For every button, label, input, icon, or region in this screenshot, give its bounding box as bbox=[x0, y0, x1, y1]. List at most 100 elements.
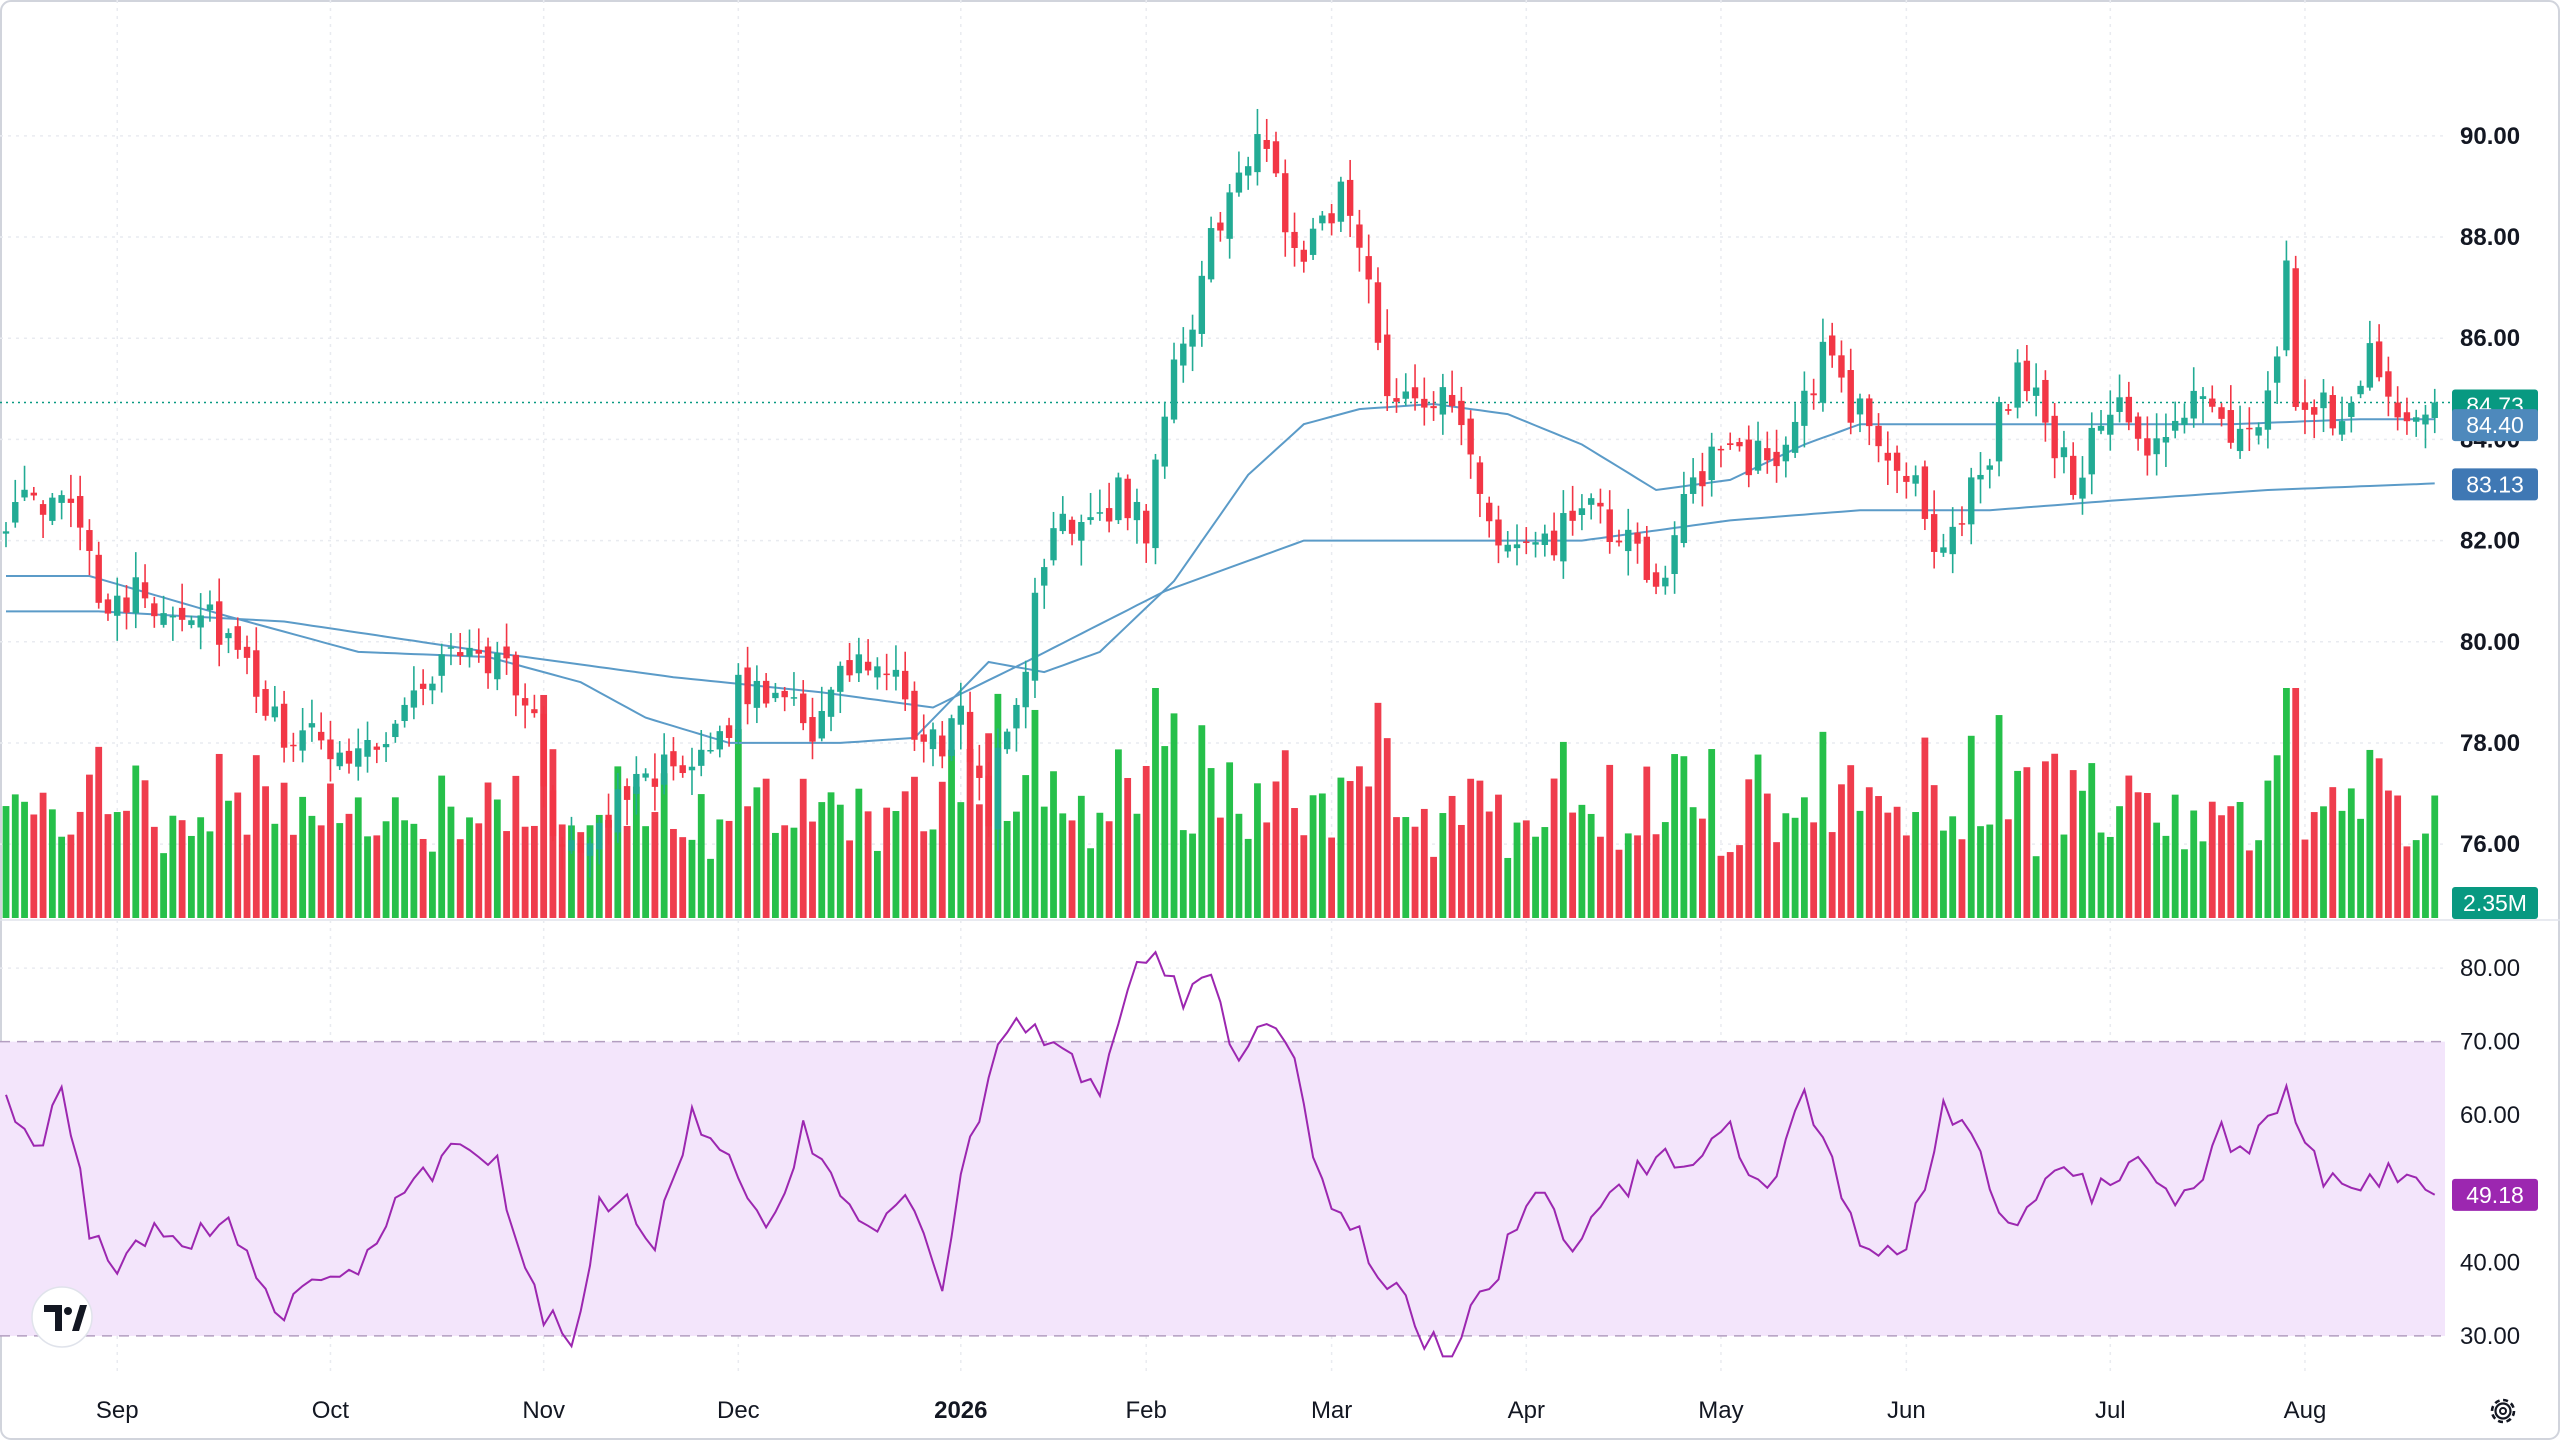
logo-mark-t bbox=[44, 1305, 62, 1331]
tradingview-logo[interactable] bbox=[31, 1286, 93, 1348]
candle-body bbox=[280, 703, 288, 748]
volume-bar bbox=[2199, 841, 2207, 918]
candle-body bbox=[1949, 526, 1956, 555]
candle-body bbox=[1671, 535, 1678, 575]
volume-bar bbox=[1124, 777, 1132, 918]
ma-long-tag-text: 83.13 bbox=[2466, 471, 2524, 497]
settings-gear-icon[interactable] bbox=[2490, 1398, 2516, 1424]
volume-bar bbox=[1142, 765, 1150, 918]
volume-bar bbox=[2375, 758, 2383, 918]
volume-bar bbox=[688, 839, 696, 918]
candle-body bbox=[1022, 671, 1029, 708]
volume-bar bbox=[1819, 731, 1827, 918]
volume-bar bbox=[1189, 833, 1196, 918]
volume-bar bbox=[401, 820, 409, 918]
candle-body bbox=[1087, 517, 1094, 521]
volume-bar bbox=[2181, 849, 2188, 918]
volume-bar bbox=[206, 831, 214, 918]
volume-bar bbox=[1013, 811, 1020, 918]
candle-body bbox=[1597, 502, 1604, 507]
volume-bar bbox=[873, 850, 881, 918]
volume-bar bbox=[1254, 783, 1261, 918]
volume-bar bbox=[605, 819, 612, 918]
candle-body bbox=[2311, 407, 2318, 415]
candle-body bbox=[104, 599, 112, 614]
ma-long-tag-bg bbox=[2452, 468, 2538, 501]
volume-bar bbox=[1411, 826, 1419, 918]
volume-bar bbox=[809, 821, 816, 918]
candle-body bbox=[577, 843, 584, 853]
candle-body bbox=[2171, 420, 2179, 431]
price-tick-label: 90.00 bbox=[2460, 123, 2520, 150]
candle-body bbox=[317, 731, 325, 741]
volume-bar bbox=[966, 748, 974, 918]
volume-bar bbox=[132, 765, 140, 918]
volume-bar bbox=[568, 825, 575, 918]
volume-bar bbox=[86, 774, 93, 918]
candle-body bbox=[1393, 398, 1400, 402]
candle-body bbox=[178, 607, 186, 620]
candle-body bbox=[1810, 393, 1817, 396]
volume-bar bbox=[938, 781, 946, 918]
volume-bar bbox=[2347, 788, 2355, 918]
volume-bar bbox=[1828, 832, 1836, 918]
volume-bar bbox=[577, 832, 585, 918]
candle-body bbox=[586, 843, 594, 856]
volume-bar bbox=[2079, 790, 2086, 918]
candle-body bbox=[892, 669, 900, 677]
volume-bar bbox=[1717, 855, 1725, 918]
volume-bar bbox=[1782, 813, 1790, 918]
volume-bar bbox=[753, 787, 761, 918]
candle-body bbox=[1504, 544, 1511, 552]
rsi-band bbox=[0, 1041, 2445, 1336]
volume-bar bbox=[419, 838, 427, 918]
volume-bar bbox=[1967, 735, 1975, 918]
candle-body bbox=[95, 554, 102, 603]
volume-bar bbox=[1476, 780, 1484, 918]
time-tick-label: Dec bbox=[717, 1397, 760, 1424]
candle-body bbox=[939, 735, 946, 757]
volume-bar bbox=[493, 799, 501, 918]
candle-body bbox=[2, 531, 10, 534]
volume-bar bbox=[1624, 833, 1632, 918]
volume-bar bbox=[113, 812, 121, 918]
candle-body bbox=[1180, 343, 1187, 366]
volume-bar bbox=[141, 780, 149, 918]
candle-body bbox=[1068, 519, 1076, 534]
candle-body bbox=[698, 749, 705, 766]
volume-bar bbox=[2273, 755, 2281, 918]
candle-body bbox=[2246, 427, 2253, 430]
candle-body bbox=[1801, 390, 1808, 426]
candle-body bbox=[392, 723, 399, 738]
rsi-tick-label: 40.00 bbox=[2460, 1249, 2520, 1276]
volume-bar bbox=[280, 782, 288, 918]
volume-bar bbox=[1105, 821, 1113, 918]
volume-bar bbox=[410, 823, 418, 918]
rsi-line-layer bbox=[5, 950, 2436, 1358]
candle-body bbox=[2264, 390, 2272, 430]
candle-body bbox=[2385, 371, 2392, 397]
candle-body bbox=[1291, 231, 1298, 248]
candle-body bbox=[1411, 387, 1419, 399]
candle-body bbox=[707, 749, 714, 752]
candle-body bbox=[559, 844, 566, 847]
candle-body bbox=[948, 718, 955, 756]
volume-tag: 2.35M bbox=[2452, 887, 2538, 919]
candle-body bbox=[2070, 455, 2077, 496]
candle-body bbox=[216, 601, 223, 645]
volume-bar bbox=[1309, 795, 1317, 918]
rsi-band-layer bbox=[0, 1040, 2445, 1337]
candle-body bbox=[1402, 391, 1409, 399]
candle-body bbox=[2181, 417, 2188, 425]
volume-bar bbox=[150, 826, 158, 918]
candle-body bbox=[86, 530, 93, 551]
candle-body bbox=[1476, 462, 1484, 494]
volume-bar bbox=[1040, 806, 1048, 918]
candle-body bbox=[1309, 228, 1317, 255]
logo-mark-v bbox=[72, 1305, 87, 1331]
time-tick-label: May bbox=[1698, 1397, 1743, 1424]
candle-body bbox=[410, 690, 418, 708]
candle-body bbox=[2005, 409, 2012, 411]
